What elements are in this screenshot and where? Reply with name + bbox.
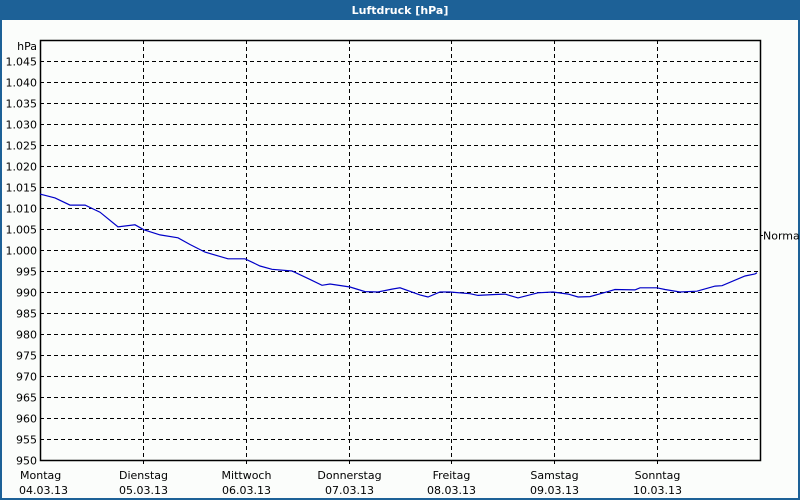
- y-tick-label: 1.045: [6, 56, 38, 69]
- x-tick-day: Sonntag: [635, 469, 681, 482]
- y-axis-labels: 950 955 960 965 970 975 980 985 990 995 1.000 1.005…: [6, 56, 38, 468]
- y-tick-label: 1.010: [6, 203, 38, 216]
- x-tick-date: 04.03.13: [19, 484, 68, 497]
- x-tick-date: 10.03.13: [633, 484, 682, 497]
- y-tick-label: 980: [16, 329, 37, 342]
- x-tick-date: 09.03.13: [530, 484, 579, 497]
- y-tick-label: 995: [16, 266, 37, 279]
- y-tick-label: 1.025: [6, 140, 38, 153]
- x-tick-date: 06.03.13: [222, 484, 271, 497]
- plot-area-frame: [39, 39, 762, 462]
- y-tick-label: 985: [16, 308, 37, 321]
- y-tick-label: 1.005: [6, 224, 38, 237]
- x-tick-day: Mittwoch: [222, 469, 272, 482]
- horizontal-gridlines: [40, 61, 760, 440]
- x-tick-day: Donnerstag: [317, 469, 381, 482]
- vertical-gridlines: [143, 40, 658, 466]
- annotations: Normal: [760, 230, 800, 243]
- x-axis-labels: Montag 04.03.13 Dienstag 05.03.13 Mittwoch 06…: [19, 469, 682, 497]
- y-tick-label: 960: [16, 413, 37, 426]
- y-tick-label: 1.030: [6, 119, 38, 132]
- normal-label: Normal: [763, 230, 800, 243]
- x-tick-date: 07.03.13: [325, 484, 374, 497]
- y-tick-label: 1.040: [6, 77, 38, 90]
- y-tick-label: 975: [16, 350, 37, 363]
- y-tick-label: 1.020: [6, 161, 38, 174]
- x-tick-day: Samstag: [530, 469, 578, 482]
- y-tick-label: 965: [16, 392, 37, 405]
- x-tick-date: 08.03.13: [427, 484, 476, 497]
- y-axis-unit: hPa: [17, 40, 37, 53]
- chart-title: Luftdruck [hPa]: [0, 0, 800, 20]
- y-tick-label: 950: [16, 455, 37, 468]
- y-tick-label: 955: [16, 434, 37, 447]
- y-tick-label: 1.015: [6, 182, 38, 195]
- x-tick-day: Montag: [20, 469, 61, 482]
- y-tick-label: 1.035: [6, 98, 38, 111]
- x-tick-day: Dienstag: [119, 469, 168, 482]
- x-tick-date: 05.03.13: [119, 484, 168, 497]
- y-tick-label: 990: [16, 287, 37, 300]
- y-tick-label: 970: [16, 371, 37, 384]
- y-tick-label: 1.000: [6, 245, 38, 258]
- x-tick-day: Freitag: [433, 469, 471, 482]
- pressure-line: [39, 193, 758, 299]
